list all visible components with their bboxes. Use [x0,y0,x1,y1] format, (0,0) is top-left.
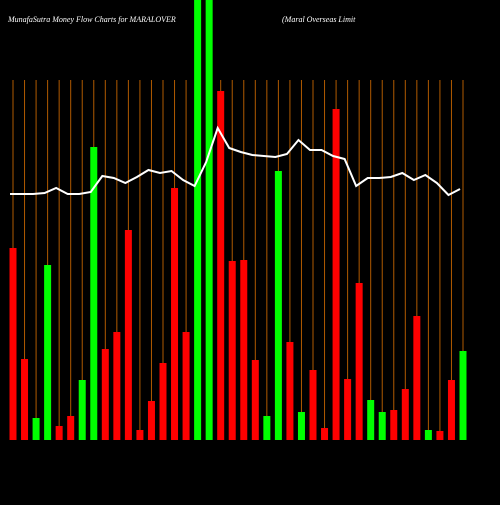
plot [9,0,467,440]
bar [32,418,40,440]
bar [424,430,432,440]
bar [228,261,236,440]
bar [355,283,363,440]
chart-title: MunafaSutra Money Flow Charts for MARALO… [7,15,176,24]
bar [321,428,329,440]
bar [240,260,248,440]
bar [113,332,121,440]
money-flow-line [10,125,461,197]
bar [67,416,75,440]
bar [332,109,340,440]
bar [159,363,167,440]
bar [205,0,213,440]
bar [309,370,317,440]
bar [251,360,259,440]
chart-subtitle: (Maral Overseas Limit [282,15,356,24]
bar [413,316,421,440]
bar [390,410,398,440]
bar [171,188,179,440]
bar [367,400,375,440]
bar [401,389,409,440]
bar [21,359,29,440]
bar [55,426,63,440]
bar [9,248,17,440]
bar [459,351,467,440]
bar [182,332,190,440]
bar [378,412,386,440]
bar [217,91,225,440]
bar [297,412,305,440]
bar [44,265,52,440]
bar [194,0,202,440]
bar [136,430,144,440]
bar [124,230,132,440]
bar [78,380,86,440]
bar [286,342,294,440]
bar [147,401,155,440]
bar [274,171,282,440]
bar [90,147,98,440]
bar [447,380,455,440]
bar [436,431,444,440]
bar [344,379,352,440]
bar [263,416,271,440]
bar [101,349,109,440]
